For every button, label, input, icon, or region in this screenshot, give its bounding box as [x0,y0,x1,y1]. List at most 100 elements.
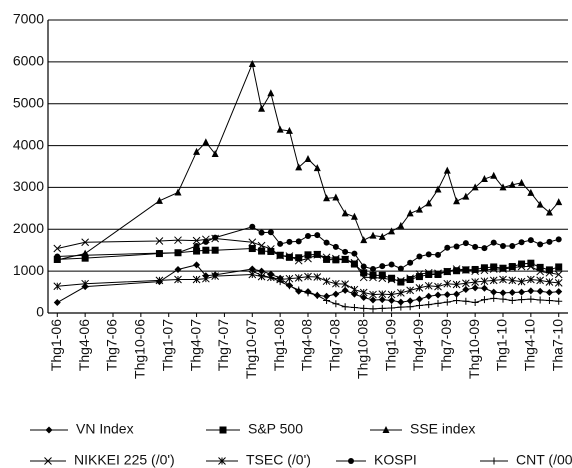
point [527,237,534,244]
point [388,261,395,268]
point [453,267,461,275]
point [545,268,554,277]
point [545,296,553,304]
point [369,296,377,304]
point [536,200,544,208]
point [480,296,488,304]
point [248,59,256,67]
point [341,255,349,264]
x-tick-label: Thg7-06 [104,319,120,371]
point [248,245,256,253]
point [267,89,275,97]
point [415,295,423,303]
point [295,163,303,171]
point [425,199,433,207]
point [267,245,275,253]
point [350,285,359,294]
point [536,267,544,276]
point [369,305,377,313]
point [378,232,386,240]
point [258,271,266,279]
point [313,164,321,172]
point [174,188,182,196]
point [175,249,181,256]
point [305,232,311,239]
x-tick-label: Thg1-10 [494,319,510,371]
point [471,284,479,292]
point [424,268,433,277]
point [369,290,377,299]
x-tick-label: Thg4-07 [187,319,203,371]
point [332,243,339,250]
y-tick-label: 7000 [13,11,44,27]
point [490,263,498,271]
legend-label: SSE index [410,421,475,437]
point [527,287,535,295]
x-tick-label: Thg10-07 [243,319,259,379]
point [332,300,340,308]
point [258,104,266,112]
point [193,261,201,269]
point [53,299,61,307]
point [360,304,368,312]
point [508,263,516,271]
point [545,266,553,274]
point [444,244,451,251]
point [192,275,201,284]
point [555,288,563,296]
point [452,280,461,289]
point [508,276,517,285]
point [286,238,293,245]
point [471,183,479,191]
x-tick-label: Thg1-06 [48,319,64,371]
point [434,282,442,291]
point [518,178,526,186]
point [211,246,219,254]
point [472,243,479,250]
point [415,205,423,213]
point [397,265,404,272]
point [490,288,498,296]
point [304,272,312,281]
legend-item: VN Index [30,421,134,437]
point [397,289,405,297]
point [435,251,441,258]
point [53,282,62,291]
point [370,266,376,273]
point [537,241,544,248]
point [397,278,405,286]
point [211,149,219,157]
point [276,251,284,260]
point [518,288,526,296]
point [480,264,488,272]
point [313,250,322,259]
x-tick-label: Thg1-07 [159,319,175,371]
x-tick-label: Thg4-10 [522,319,538,371]
point [341,280,349,288]
y-tick-label: 3000 [13,178,44,194]
point [378,304,386,312]
point [342,248,349,255]
point [490,239,497,246]
point [192,236,201,245]
point [285,252,294,260]
point [285,253,293,261]
x-tick-label: Tha7-10 [549,319,565,371]
point [406,276,414,284]
point [332,254,340,263]
point [211,272,219,281]
point [285,126,293,134]
point [443,166,451,174]
point [415,284,424,292]
point [499,183,507,191]
point [545,288,553,296]
point [53,244,62,253]
legend-label: S&P 500 [248,421,303,437]
point [471,265,479,273]
point [453,197,461,205]
point [536,263,544,271]
point [407,259,414,266]
point [267,273,275,281]
point [332,279,340,288]
point [285,274,294,283]
